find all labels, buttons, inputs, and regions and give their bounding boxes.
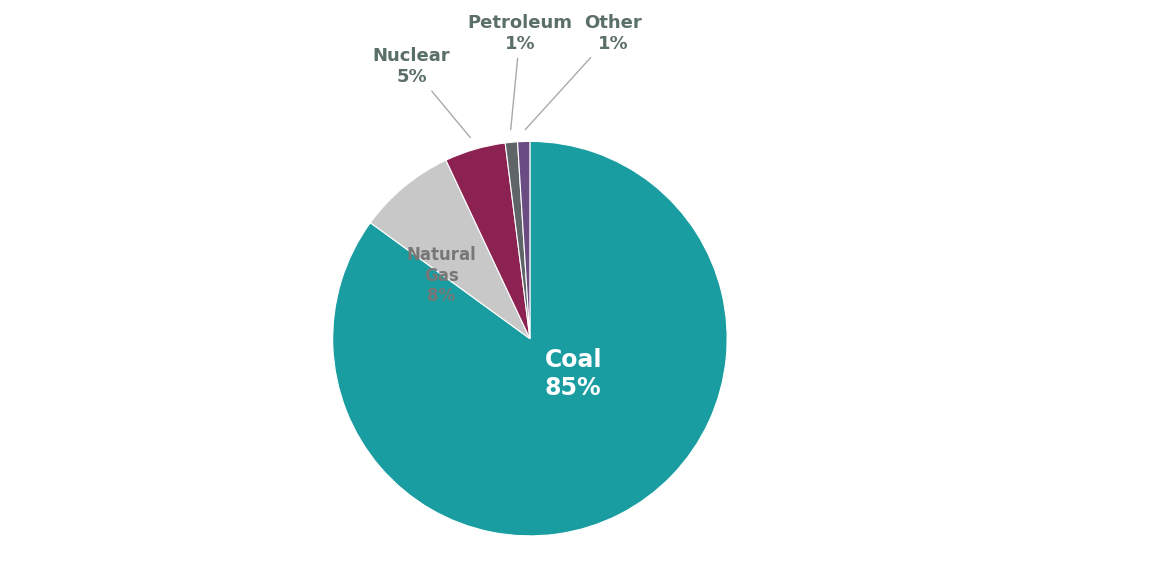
Wedge shape [517,141,530,339]
Wedge shape [370,160,530,339]
Text: Petroleum
1%: Petroleum 1% [468,14,573,130]
Wedge shape [333,141,727,536]
Text: Other
1%: Other 1% [525,14,642,130]
Text: Nuclear
5%: Nuclear 5% [373,47,470,138]
Text: Coal
85%: Coal 85% [545,349,602,400]
Text: Natural
Gas
8%: Natural Gas 8% [407,246,476,305]
Wedge shape [506,142,530,339]
Wedge shape [446,143,530,339]
